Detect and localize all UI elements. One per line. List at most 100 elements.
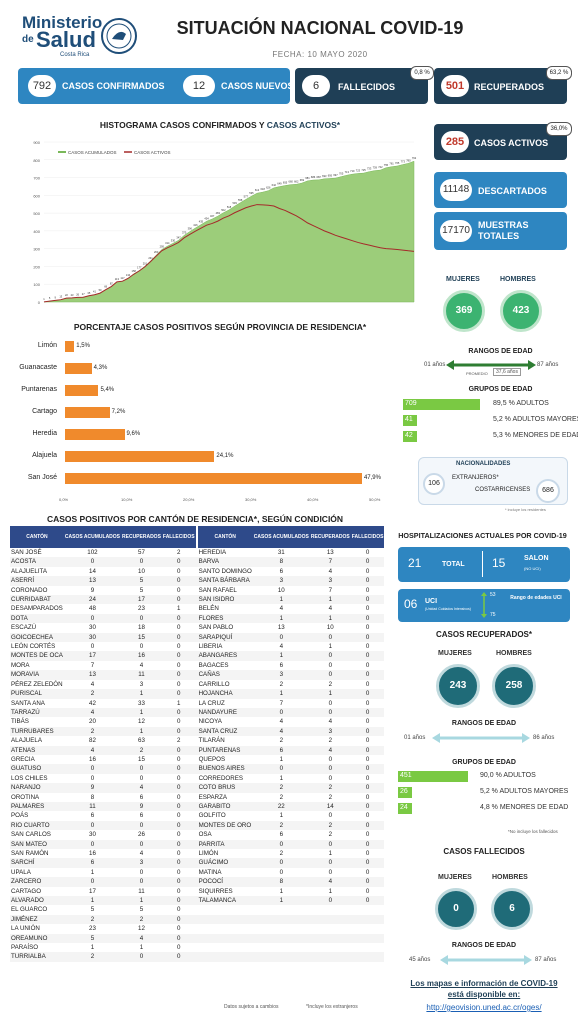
province-pct: 7,2%: [111, 409, 126, 415]
table-row: NARANJO 9 4 0 COTO BRUS 2 2 0: [10, 783, 385, 793]
deaths-label: FALLECIDOS: [338, 82, 396, 92]
footer-link[interactable]: http://geovision.uned.ac.cr/oges/: [426, 1003, 542, 1012]
age-group-label: 5,2 % ADULTOS MAYORES: [493, 416, 578, 423]
hosp-salon-label: SALON: [524, 555, 549, 562]
rec-age-title: RANGOS DE EDAD: [451, 720, 517, 727]
deaths-value: 6: [302, 75, 330, 97]
table-row: SARCHÍ 6 3 0 GUÁCIMO 0 0 0: [10, 858, 385, 868]
data-label: 761: [389, 162, 394, 166]
hombres-label: HOMBRES: [500, 276, 536, 283]
table-row: PARAÍSO 1 1 0: [11, 944, 181, 952]
province-bar: [65, 363, 92, 374]
data-label: 5: [49, 296, 51, 300]
y-tick-label: 0: [38, 300, 41, 305]
mujeres-circle: 369: [443, 290, 485, 332]
age-group-count: 24: [400, 804, 408, 811]
province-bar: [65, 473, 362, 484]
table-row: RIO CUARTO 0 0 0 MONTES DE ORO 2 2 0: [10, 820, 385, 831]
age-group-label: 4,8 % MENORES DE EDAD: [480, 804, 569, 811]
data-label: 649: [277, 182, 282, 186]
uci-max: 53: [490, 592, 496, 598]
table-row: UPALA 1 0 0 MATINA 0 0 0: [11, 868, 370, 876]
rec-age-groups: 451 90,0 % ADULTOS 26 5,2 % ADULTOS MAYORES…: [398, 771, 573, 819]
data-label: 50: [99, 288, 102, 292]
table-row: SAN MATEO 0 0 0 PARRITA 0 0 0: [10, 839, 385, 849]
page-title: SITUACIÓN NACIONAL COVID-19: [176, 18, 464, 38]
active-value: 285: [441, 131, 469, 153]
confirmed-box: [18, 68, 290, 104]
data-label: 723: [356, 168, 361, 172]
data-label: 9: [54, 295, 56, 299]
dec-age-min: 45 años: [409, 957, 431, 963]
data-label: 618: [260, 187, 265, 191]
age-group-count: 26: [400, 788, 408, 795]
table-row: SAN CARLOS 30 26 0 OSA 6 2 0: [11, 831, 370, 839]
age-group-bar: [398, 803, 412, 814]
data-label: 231: [148, 256, 153, 260]
age-range-title: RANGOS DE EDAD: [468, 348, 533, 355]
hosp-title: HOSPITALIZACIONES ACTUALES POR COVID-19: [398, 531, 567, 540]
logo-costa-rica: Costa Rica: [60, 52, 90, 58]
y-tick-label: 500: [33, 211, 40, 216]
table-header: CASOS ACUMULADOS: [63, 526, 122, 548]
data-label: 539: [232, 201, 237, 205]
data-label: 773: [401, 160, 406, 164]
province-bar: [65, 385, 99, 396]
table-row: PALMARES 11 9 0 GARABITO 22 14 0: [10, 801, 385, 812]
table-row: GRECIA 16 15 0 QUEPOS 1 0 0: [11, 755, 370, 763]
table-row: MORA 7 4 0 BAGACES 6 0 0: [11, 661, 370, 669]
data-label: 113: [115, 277, 120, 281]
deaths-title: CASOS FALLECIDOS: [443, 847, 525, 856]
dec-age-title: RANGOS DE EDAD: [451, 942, 517, 949]
province-pct: 5,4%: [100, 387, 115, 393]
table-row: EL GUARCO 5 5 0: [11, 906, 181, 914]
data-label: 655: [283, 181, 288, 185]
table-header: CANTÓN: [197, 526, 253, 548]
rec-hombres-label: HOMBRES: [496, 650, 532, 657]
table-row: TIBÁS 20 12 0 NICOYA 4 4 0: [11, 718, 370, 726]
rec-hombres-circle: 258: [492, 664, 536, 708]
data-label: 780: [406, 158, 411, 162]
logo-de: de: [22, 34, 34, 45]
costa-ricans-label: COSTARRICENSES: [475, 487, 531, 493]
rec-age-max: 86 años: [533, 735, 555, 741]
legend-acum-label: CASOS ACUMULADOS: [68, 150, 117, 155]
recovered-value: 501: [441, 75, 469, 97]
hosp-total: 21: [408, 556, 422, 570]
uci-sub: (Unidad Cuidados Intensivos): [425, 607, 471, 611]
table-row: PURISCAL 2 1 0 HOJANCHA 1 1 0: [10, 689, 385, 699]
data-label: 41: [93, 290, 96, 294]
table-header: RECUPERADOS: [309, 526, 351, 548]
rec-mujeres-circle: 243: [436, 664, 480, 708]
table-row: CURRIDABAT 24 17 0 SAN ISIDRO 1 1 0: [10, 595, 385, 605]
data-label: 686: [311, 175, 316, 179]
age-groups-title: GRUPOS DE EDAD: [468, 386, 533, 393]
recovered-label: RECUPERADOS: [474, 82, 545, 92]
uci-min: 75: [490, 612, 496, 618]
rec-note: *No incluye los fallecidos: [508, 829, 558, 834]
discarded-value: 11148: [440, 179, 472, 201]
province-bar: [65, 341, 75, 352]
hosp-box: [398, 547, 570, 582]
confirmed-value: 792: [28, 75, 56, 97]
age-group-bar: [403, 431, 417, 442]
table-row: GOICOECHEA 30 15 0 SARAPIQUÍ 0 0 0: [10, 632, 385, 643]
data-label: 558: [238, 198, 243, 202]
active-pct: 36,0%: [546, 122, 572, 136]
data-label: 693: [322, 174, 327, 178]
histogram-title-a: HISTOGRAMA CASOS CONFIRMADOS Y: [99, 120, 267, 130]
recovered-pct: 63,2 %: [546, 66, 572, 80]
x-tick-label: 50,0%: [369, 497, 381, 502]
mujeres-label: MUJERES: [446, 276, 480, 283]
age-group-count: 709: [405, 400, 417, 407]
hosp-total-label: TOTAL: [442, 561, 465, 568]
deaths-pct: 0,8 %: [410, 66, 434, 80]
new-value: 12: [183, 75, 215, 97]
recovered-title: CASOS RECUPERADOS*: [435, 630, 532, 639]
table-row: ATENAS 4 2 0 PUNTARENAS 6 4 0: [10, 745, 385, 755]
samples-label: MUESTRAS TOTALES: [478, 220, 529, 241]
province-title: PORCENTAJE CASOS POSITIVOS SEGÚN PROVINC…: [73, 322, 367, 332]
hosp-divider: [482, 551, 483, 577]
foreigners-label: EXTRANJEROS*: [452, 475, 499, 481]
